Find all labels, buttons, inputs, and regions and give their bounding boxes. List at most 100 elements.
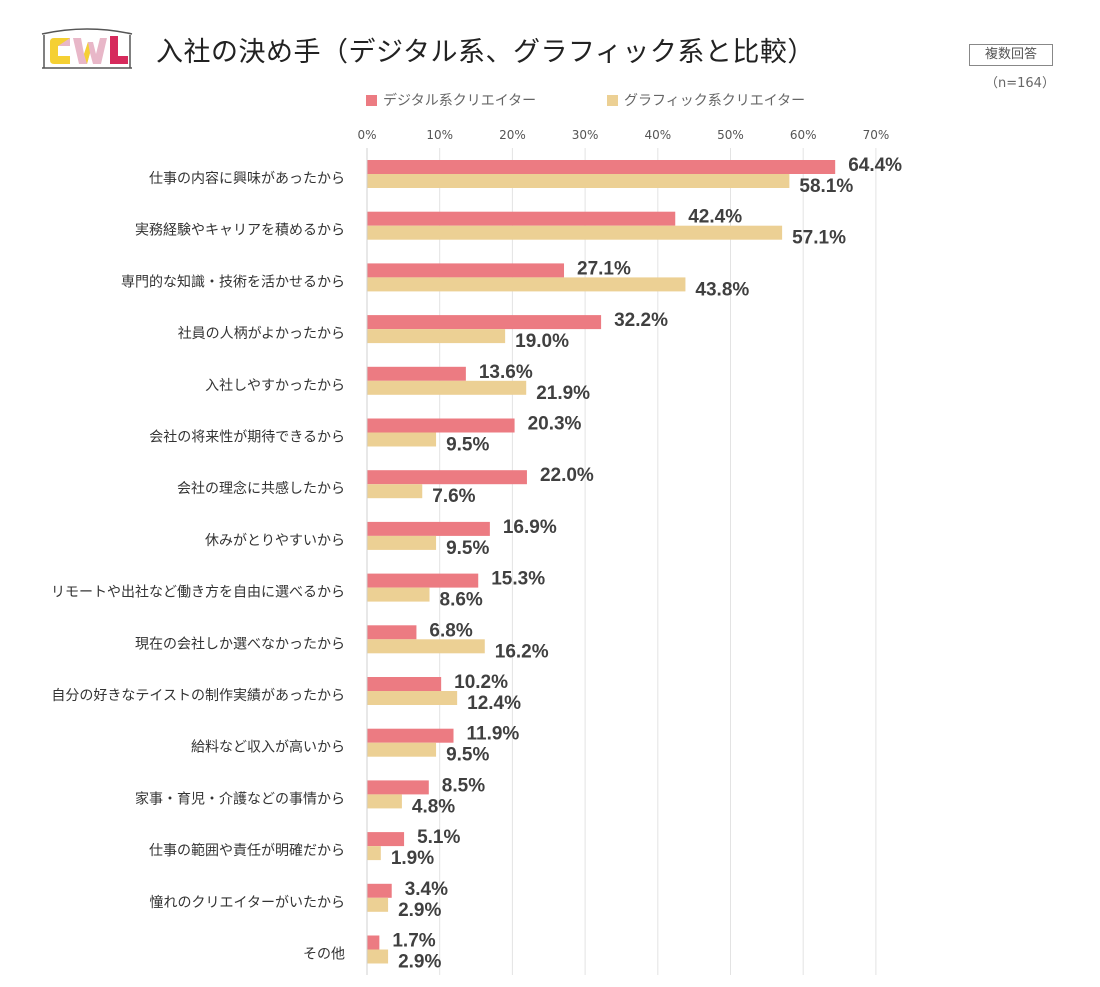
data-label-graphic: 7.6% [432, 486, 475, 507]
category-label: 社員の人柄がよかったから [178, 326, 345, 342]
bar-graphic [367, 225, 783, 240]
data-label-graphic: 8.6% [440, 590, 483, 611]
category-label: 自分の好きなテイストの制作実績があったから [51, 688, 345, 704]
data-label-digital: 11.9% [467, 724, 520, 745]
data-label-graphic: 21.9% [536, 383, 590, 404]
data-label-digital: 20.3% [528, 414, 582, 435]
bar-graphic [367, 691, 458, 705]
category-label: その他 [303, 947, 345, 963]
bar-graphic [367, 794, 402, 809]
legend-item-graphic: グラフィック系クリエイター [607, 91, 805, 109]
x-tick-label: 50% [717, 128, 744, 142]
category-label: 専門的な知識・技術を活かせるから [121, 273, 345, 290]
bar-graphic [367, 535, 437, 550]
category-label: 仕事の範囲や責任が明確だから [149, 842, 345, 859]
logo-letter-w [73, 38, 107, 64]
data-label-digital: 1.7% [392, 931, 435, 952]
category-label: 会社の将来性が期待できるから [149, 430, 345, 446]
data-label-graphic: 2.9% [398, 900, 441, 921]
x-tick-label: 40% [644, 128, 671, 142]
bar-digital [367, 883, 392, 898]
bar-graphic [367, 484, 423, 499]
category-label: 実務経験やキャリアを積めるから [135, 223, 345, 239]
bar-graphic [367, 432, 437, 447]
x-tick-label: 0% [357, 128, 376, 142]
bar-digital [367, 677, 442, 691]
bar-graphic [367, 277, 686, 292]
legend-label-digital: デジタル系クリエイター [383, 93, 537, 109]
category-label: 家事・育児・介護などの事情から [135, 790, 345, 807]
bar-digital [367, 935, 380, 950]
data-label-graphic: 9.5% [446, 745, 489, 766]
data-label-digital: 15.3% [491, 569, 545, 590]
data-label-graphic: 57.1% [792, 228, 846, 249]
data-label-digital: 32.2% [614, 310, 668, 331]
legend-label-graphic: グラフィック系クリエイター [624, 93, 806, 109]
category-label: リモートや出社など働き方を自由に選べるから [51, 585, 345, 601]
data-label-digital: 10.2% [454, 672, 508, 693]
x-tick-label: 70% [863, 128, 890, 142]
legend-swatch-graphic [607, 94, 618, 106]
bar-digital [367, 625, 417, 640]
multiple-answer-badge: 複数回答 [969, 44, 1053, 66]
category-label: 入社しやすかったから [205, 378, 345, 394]
x-tick-label: 60% [790, 128, 817, 142]
bar-digital [367, 728, 454, 743]
data-label-graphic: 43.8% [695, 279, 749, 300]
data-label-graphic: 19.0% [515, 331, 569, 352]
data-label-graphic: 1.9% [391, 848, 434, 869]
logo-roof [41, 28, 133, 35]
bar-graphic [367, 587, 430, 602]
bar-digital [367, 366, 466, 381]
bar-digital [367, 780, 429, 795]
bar-graphic [367, 742, 437, 757]
bar-digital [367, 832, 405, 847]
legend-swatch-digital [366, 94, 377, 106]
bar-digital [367, 263, 565, 278]
category-label: 現在の会社しか選べなかったから [135, 636, 345, 652]
data-label-graphic: 16.2% [495, 641, 549, 662]
bar-digital [367, 211, 676, 226]
data-label-graphic: 9.5% [446, 435, 489, 456]
bar-digital [367, 573, 479, 588]
bar-digital [367, 418, 515, 433]
bar-digital [367, 315, 602, 330]
data-label-digital: 8.5% [442, 775, 485, 796]
data-label-graphic: 9.5% [446, 538, 489, 559]
data-label-digital: 16.9% [503, 517, 557, 538]
bar-graphic [367, 329, 506, 344]
data-label-digital: 27.1% [577, 258, 631, 279]
category-label: 憧れのクリエイターがいたから [150, 895, 345, 911]
logo-letter-l [110, 36, 128, 64]
bar-graphic [367, 846, 381, 861]
legend-item-digital: デジタル系クリエイター [366, 91, 536, 109]
bar-digital [367, 521, 490, 536]
x-tick-label: 30% [572, 128, 599, 142]
category-label: 仕事の内容に興味があったから [149, 170, 345, 187]
x-tick-label: 20% [499, 128, 526, 142]
category-label: 休みがとりやすいから [205, 533, 345, 549]
data-label-digital: 22.0% [540, 465, 594, 486]
category-label: 会社の理念に共感したから [177, 480, 345, 497]
data-label-digital: 6.8% [429, 620, 472, 641]
bar-graphic [367, 380, 527, 395]
data-label-digital: 42.4% [688, 207, 742, 228]
bar-digital [367, 160, 836, 174]
chart-title: 入社の決め手（デジタル系、グラフィック系と比較） [156, 37, 815, 68]
bar-graphic [367, 897, 389, 912]
data-label-digital: 13.6% [479, 362, 533, 383]
data-label-graphic: 12.4% [467, 693, 521, 714]
cwl-logo [41, 28, 133, 69]
sample-size-note: （n=164） [985, 76, 1055, 91]
x-tick-label: 10% [426, 128, 453, 142]
data-label-digital: 5.1% [417, 827, 460, 848]
data-label-digital: 64.4% [848, 155, 902, 176]
data-label-graphic: 4.8% [412, 796, 455, 817]
bar-digital [367, 470, 527, 485]
data-label-graphic: 58.1% [799, 176, 853, 197]
bar-graphic [367, 639, 485, 654]
data-label-digital: 3.4% [405, 879, 448, 900]
bar-graphic [367, 174, 790, 188]
data-label-graphic: 2.9% [398, 952, 441, 973]
